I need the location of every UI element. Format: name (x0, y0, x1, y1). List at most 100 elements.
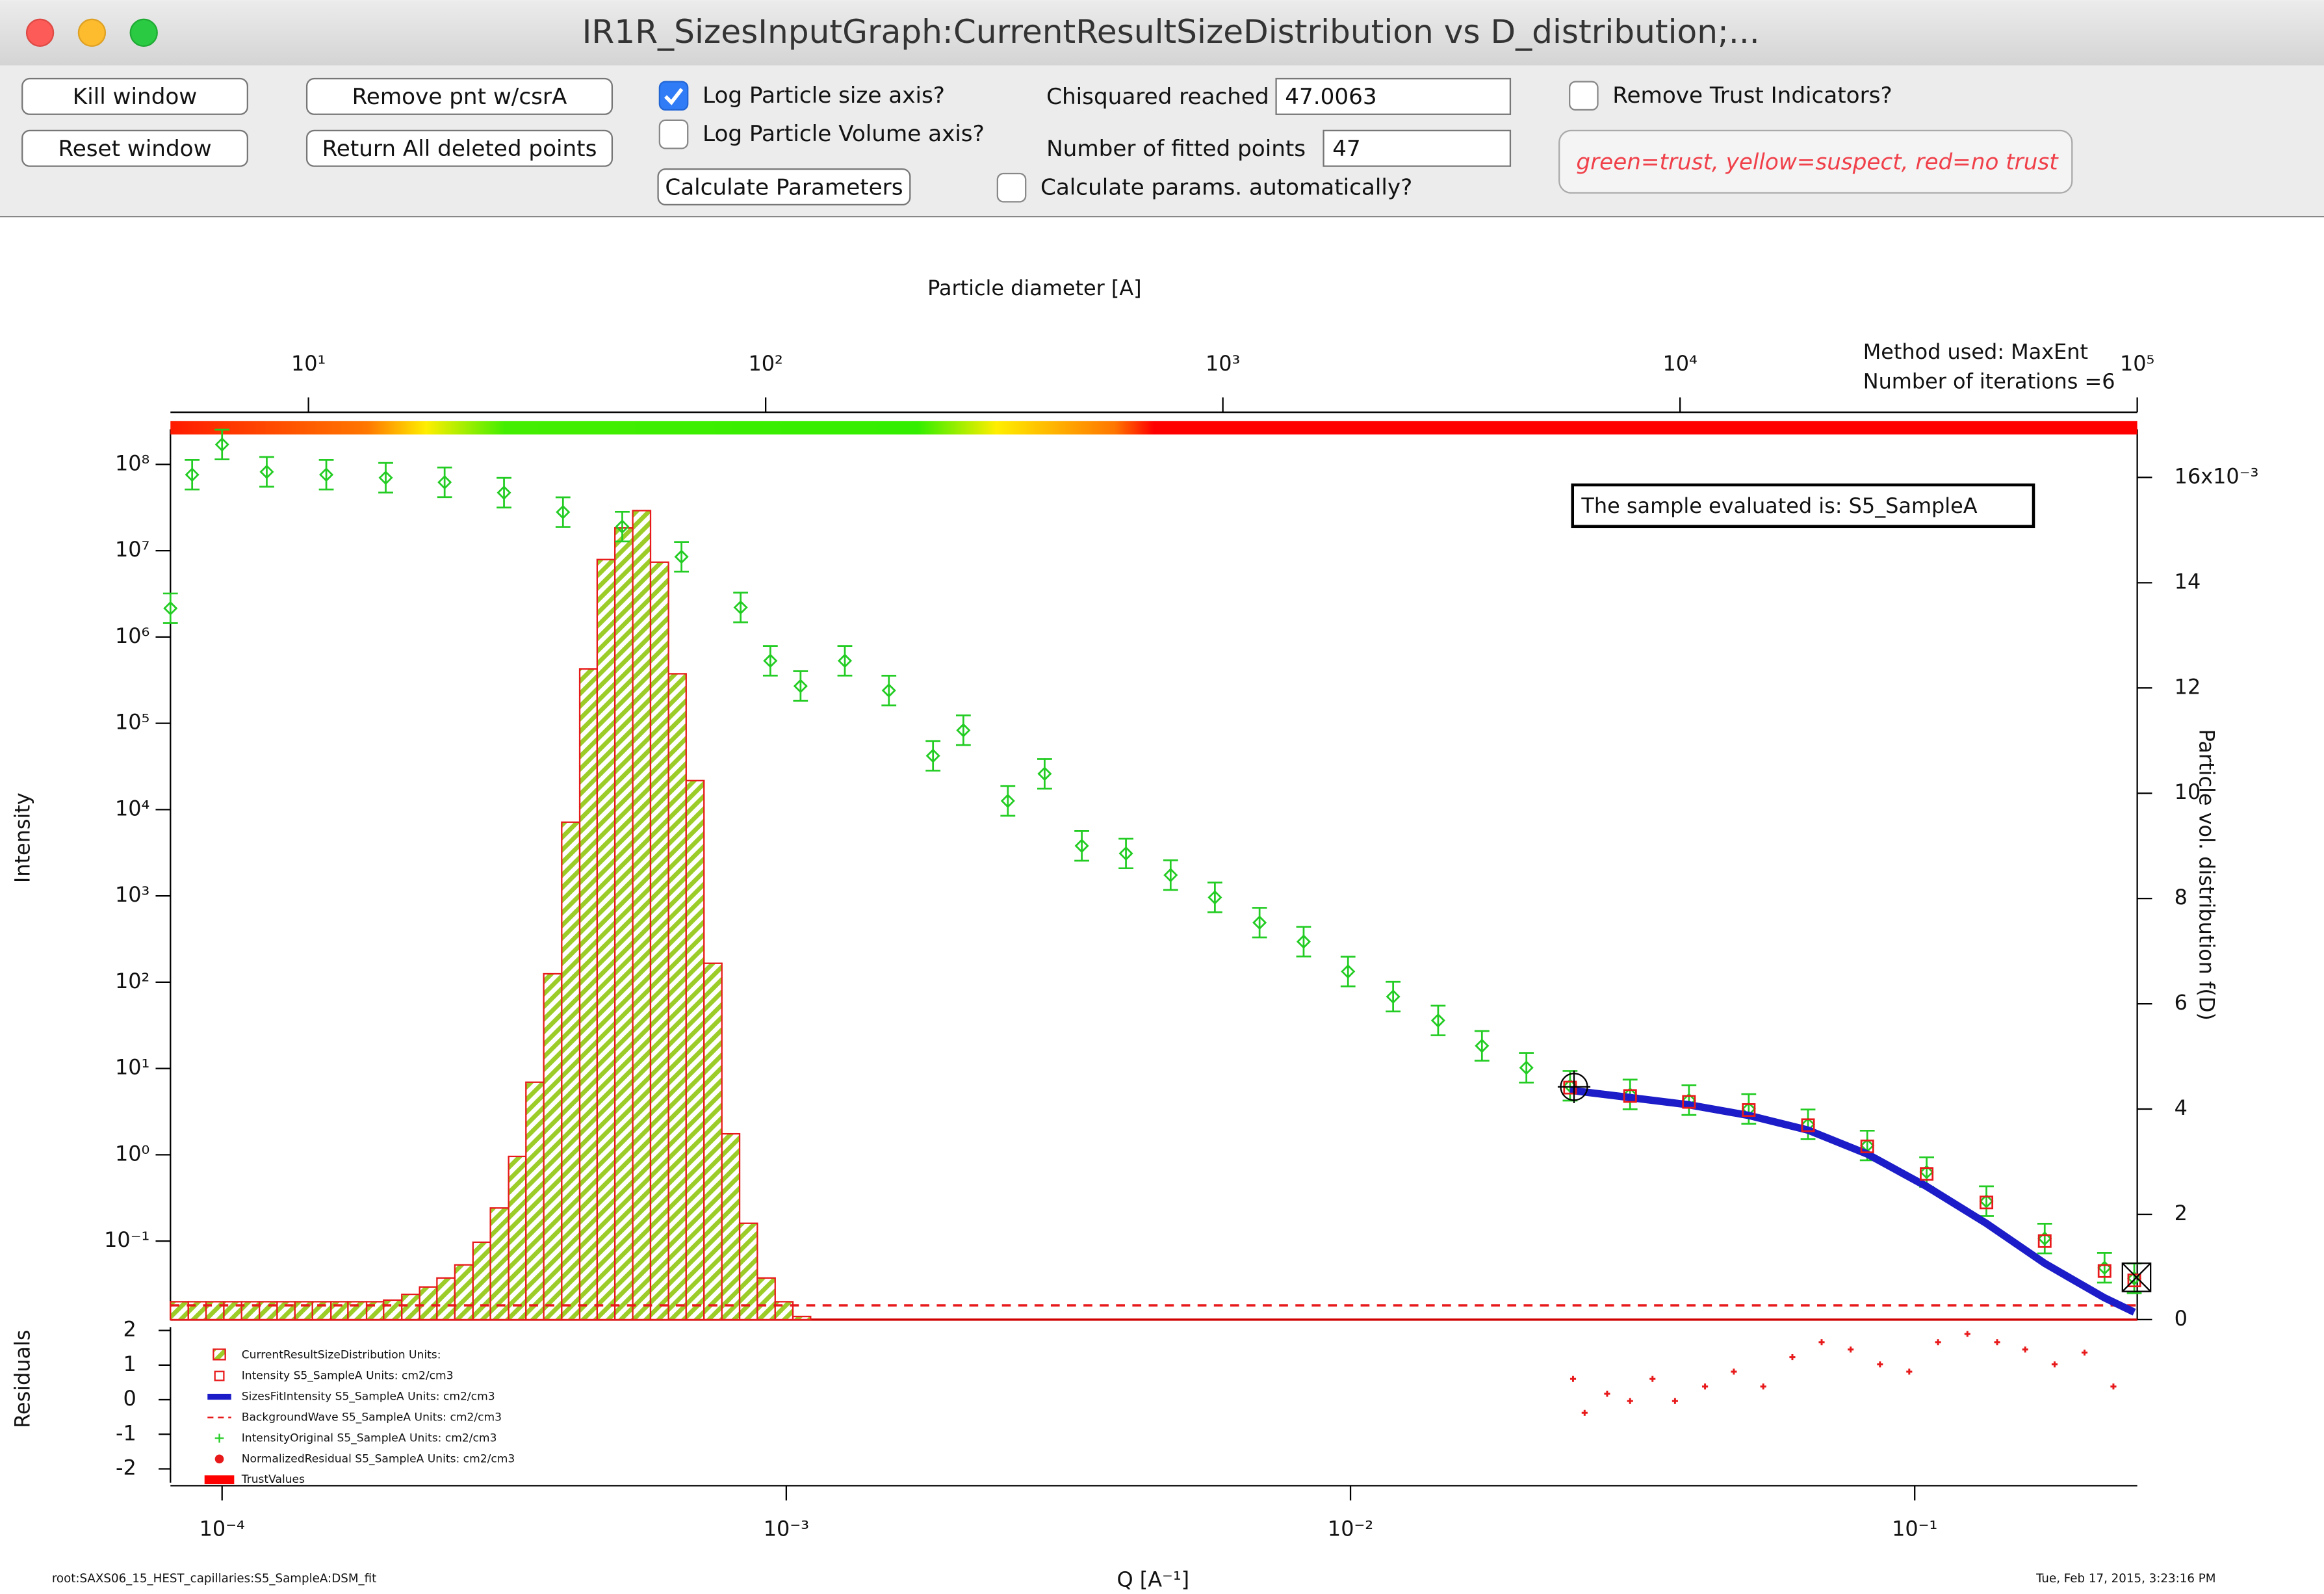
button[interactable] (21, 77, 249, 115)
trust-bar (170, 421, 2137, 435)
button[interactable] (657, 168, 911, 206)
annotation: Number of iterations =6 (1863, 369, 2115, 394)
zoom-button[interactable] (129, 18, 158, 47)
data-point (497, 477, 511, 509)
y-tick-label: 10⁰ (115, 1141, 149, 1166)
data-point (437, 466, 452, 499)
x2-tick-label: 10⁵ (2120, 351, 2154, 376)
checkbox-label[interactable]: Log Particle size axis? (703, 83, 945, 109)
y-tick-label: 10⁷ (115, 537, 149, 562)
histogram-bar (489, 1207, 510, 1321)
minimize-button[interactable] (77, 18, 107, 47)
histogram-bar (472, 1241, 491, 1321)
histogram-bar (525, 1081, 545, 1321)
legend-label: IntensityOriginal S5_SampleA Units: cm2/… (242, 1431, 497, 1444)
field-value[interactable]: 47.0063 (1285, 84, 1376, 110)
data-point (762, 645, 778, 677)
data-point (955, 714, 971, 746)
residual-tick-label: -2 (116, 1455, 136, 1480)
data-square (1920, 1167, 1934, 1181)
cursor-a-cross (1557, 1070, 1591, 1103)
button[interactable] (305, 77, 613, 115)
button[interactable] (305, 129, 613, 167)
cursor-b (2121, 1262, 2152, 1292)
data-point (1207, 882, 1222, 913)
data-square (2097, 1264, 2111, 1278)
x-tick-label: 10⁻¹ (1892, 1517, 1937, 1541)
residual-axis-title: Residuals (10, 1329, 34, 1428)
field-label: Chisquared reached (1046, 84, 1269, 110)
button-label[interactable]: Remove pnt w/csrA (352, 84, 567, 110)
residual-point (1731, 1368, 1737, 1375)
x2-tick-label: 10⁴ (1662, 351, 1697, 376)
sample-label: The sample evaluated is: S5_SampleA (1581, 493, 1977, 518)
button-label[interactable]: Calculate Parameters (665, 174, 903, 200)
field-box[interactable] (1323, 129, 1512, 167)
residual-point (1581, 1409, 1588, 1416)
y2-tick-label: 10 (2175, 779, 2201, 804)
data-point (1296, 926, 1311, 958)
button-label[interactable]: Reset window (58, 136, 211, 162)
cursor-b-cross (2122, 1262, 2151, 1292)
histogram-bar (419, 1286, 438, 1321)
title-bar (0, 0, 2324, 66)
y2-tick-label: 8 (2175, 885, 2188, 909)
field-value[interactable]: 47 (1332, 136, 1361, 162)
y-tick-label: 10⁶ (115, 623, 149, 648)
data-point (837, 645, 853, 677)
button[interactable] (21, 129, 249, 167)
legend-symbol (214, 1433, 224, 1443)
data-point (259, 456, 274, 488)
histogram-bar (454, 1264, 474, 1321)
checkbox-label[interactable]: Remove Trust Indicators? (1612, 83, 1892, 109)
data-point (1519, 1052, 1534, 1084)
data-point (881, 674, 897, 707)
checkbox-label[interactable]: Calculate params. automatically? (1040, 174, 1412, 200)
data-point (674, 541, 690, 573)
button-label[interactable]: Return All deleted points (322, 136, 597, 162)
residual-point (1906, 1368, 1913, 1375)
y2-axis-title: Particle vol. distribution f(D) (2195, 729, 2219, 1021)
field-box[interactable] (1275, 77, 1512, 115)
residual-tick-label: 1 (123, 1352, 136, 1376)
close-button[interactable] (25, 18, 55, 47)
residual-point (1760, 1383, 1766, 1390)
residual-point (1789, 1354, 1796, 1361)
data-point (162, 592, 178, 624)
data-point (1252, 907, 1267, 939)
checkbox[interactable] (1569, 81, 1599, 111)
data-square (1563, 1080, 1577, 1095)
y2-tick-label: 2 (2175, 1201, 2188, 1225)
annotation: Method used: MaxEnt (1863, 339, 2088, 364)
residual-point (1964, 1331, 1970, 1337)
histogram-bar (578, 668, 599, 1321)
x2-tick-label: 10² (748, 351, 782, 376)
data-square (1980, 1196, 1994, 1210)
y-tick-label: 10² (115, 969, 149, 993)
button-label[interactable]: Kill window (73, 84, 198, 110)
checkbox-label[interactable]: Log Particle Volume axis? (703, 121, 985, 147)
checkbox[interactable] (658, 81, 689, 111)
legend-label: Intensity S5_SampleA Units: cm2/cm3 (242, 1370, 454, 1383)
y2-tick-label: 4 (2175, 1095, 2188, 1120)
data-point (793, 670, 808, 702)
residual-tick-label: 2 (123, 1317, 136, 1342)
histogram-bar (436, 1277, 456, 1321)
legend-label: TrustValues (241, 1473, 305, 1486)
y2-tick-label: 12 (2175, 674, 2201, 699)
checkbox[interactable] (658, 119, 689, 150)
data-point (214, 428, 230, 460)
residual-tick-label: -1 (116, 1420, 136, 1445)
checkmark (664, 88, 684, 105)
data-square (1742, 1103, 1756, 1117)
y2-tick-label: 6 (2175, 990, 2188, 1015)
y2-tick-label: 16x10⁻³ (2175, 464, 2259, 488)
legend-symbol (213, 1348, 226, 1361)
x-tick-label: 10⁻⁴ (200, 1517, 245, 1541)
y-tick-label: 10⁴ (115, 796, 149, 820)
x-tick-label: 10⁻³ (764, 1517, 809, 1541)
residual-tick-label: 0 (123, 1386, 136, 1411)
checkbox[interactable] (996, 172, 1027, 203)
